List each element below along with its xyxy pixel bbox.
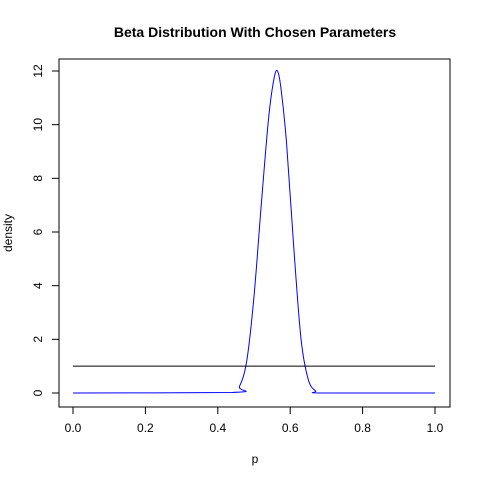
y-tick-label: 2 — [31, 336, 45, 343]
x-tick-label: 0.0 — [65, 421, 82, 435]
x-tick-label: 0.4 — [209, 421, 226, 435]
y-tick-label: 0 — [31, 389, 45, 396]
y-axis-label: density — [1, 214, 15, 252]
beta-density-line — [73, 70, 435, 393]
series-layer — [73, 70, 435, 393]
y-tick-label: 6 — [31, 228, 45, 235]
y-tick-label: 12 — [31, 64, 45, 78]
x-tick-label: 0.8 — [354, 421, 371, 435]
x-axis-label: p — [252, 452, 259, 466]
y-tick-label: 4 — [31, 282, 45, 289]
x-axis: 0.0 0.2 0.4 0.6 0.8 1.0 — [65, 407, 444, 435]
x-tick-label: 0.2 — [137, 421, 154, 435]
plot-frame — [59, 59, 450, 407]
y-tick-label: 10 — [31, 118, 45, 132]
x-tick-label: 1.0 — [427, 421, 444, 435]
chart-title: Beta Distribution With Chosen Parameters — [114, 24, 396, 40]
y-tick-label: 8 — [31, 175, 45, 182]
x-tick-label: 0.6 — [282, 421, 299, 435]
y-axis: 0 2 4 6 8 10 12 — [31, 64, 59, 396]
